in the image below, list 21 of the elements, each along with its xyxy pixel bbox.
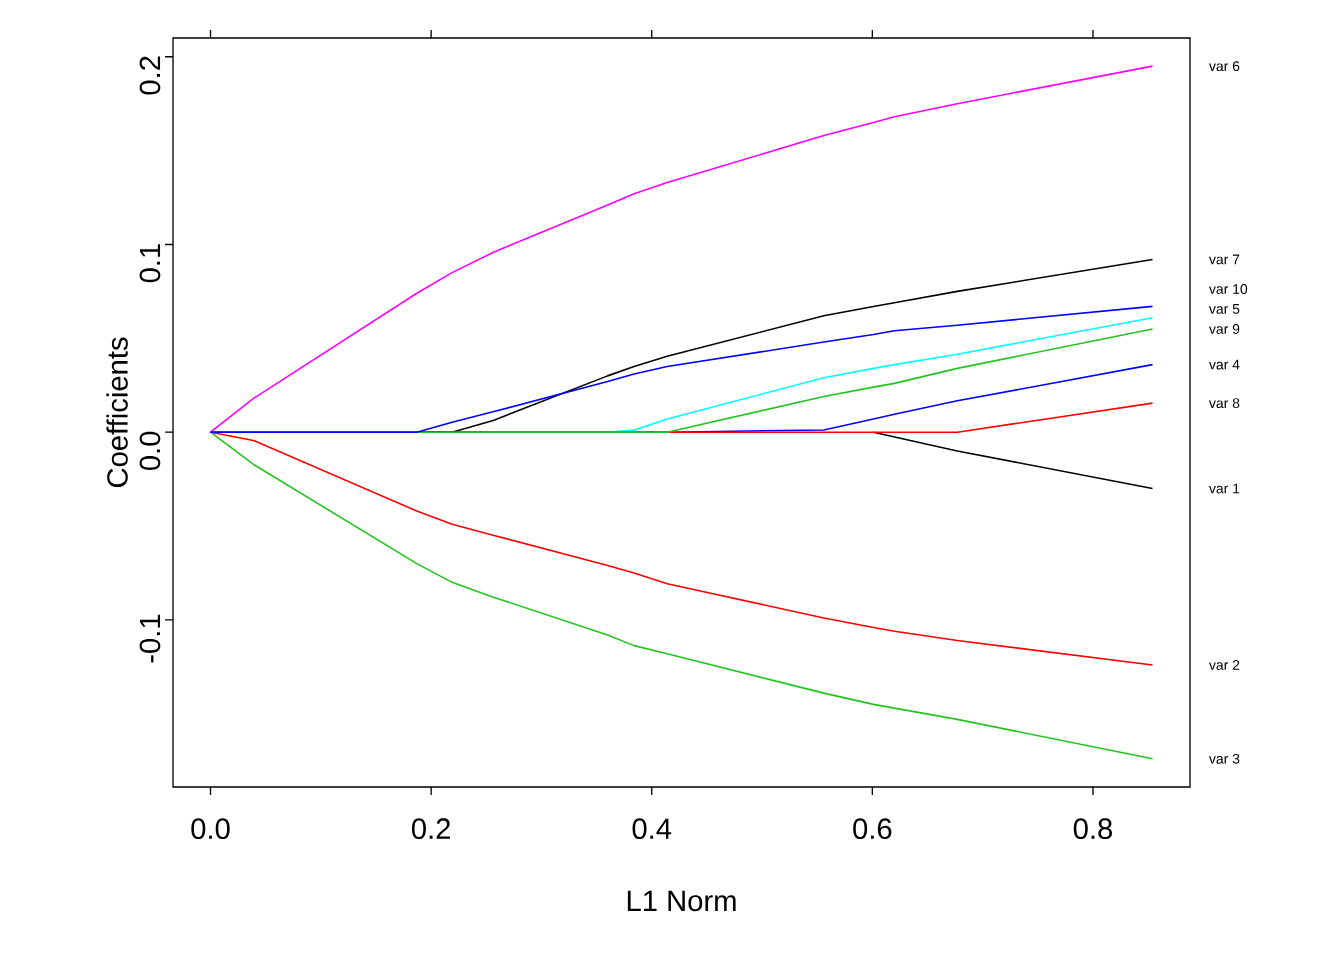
text: var 7 <box>1209 254 1240 265</box>
text: var 10 <box>1209 284 1248 294</box>
x-tick-label: 0.8 <box>1073 818 1112 840</box>
text: var 5 <box>1209 304 1240 314</box>
x-tick-label: 0.4 <box>632 818 672 840</box>
y-tick-label: 0.2 <box>139 56 161 95</box>
x-tick-label: 0.0 <box>191 818 230 840</box>
y-axis-title: Coefficients <box>106 337 128 488</box>
x-tick-label: 0.2 <box>411 818 450 840</box>
y-tick-label: 0.1 <box>139 244 161 283</box>
text: var 1 <box>1209 483 1240 494</box>
y-tick-label: 0.0 <box>139 431 161 471</box>
text: var 2 <box>1209 660 1240 670</box>
x-axis-title: L1 Norm <box>627 890 736 912</box>
text: var 6 <box>1209 61 1240 72</box>
text: var 4 <box>1209 359 1240 370</box>
text: var 3 <box>1209 753 1240 764</box>
x-tick-label: 0.6 <box>853 818 892 840</box>
text: var 8 <box>1209 398 1240 409</box>
y-tick-label: -0.1 <box>139 614 161 663</box>
text: var 9 <box>1209 324 1240 334</box>
